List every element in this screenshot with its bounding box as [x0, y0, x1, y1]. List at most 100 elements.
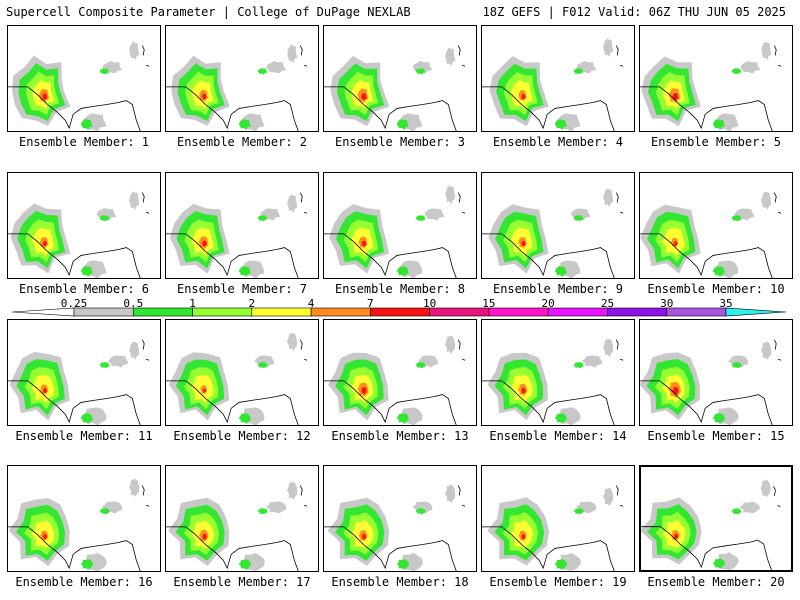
- contour-fill: [520, 387, 526, 394]
- coastline: [324, 380, 457, 425]
- contour-blob: [257, 68, 268, 75]
- contour-fill: [673, 533, 679, 540]
- ensemble-map-panel[interactable]: [165, 172, 319, 279]
- scp-map: [324, 335, 466, 425]
- ensemble-map-panel[interactable]: [323, 25, 477, 132]
- legend-swatch: [547, 307, 608, 317]
- coastline: [640, 233, 773, 278]
- contour-blob: [257, 508, 268, 515]
- contour-blob: [712, 119, 725, 130]
- ensemble-map-panel[interactable]: [7, 465, 161, 572]
- contour-blob: [573, 215, 584, 222]
- ensemble-member-caption: Ensemble Member: 1: [18, 135, 150, 149]
- ensemble-member-caption: Ensemble Member: 18: [331, 575, 469, 589]
- coastline: [640, 86, 773, 131]
- ensemble-map-panel[interactable]: [639, 465, 793, 572]
- contour-blob: [731, 215, 742, 222]
- coastline: [324, 86, 457, 131]
- ensemble-map-panel[interactable]: [7, 172, 161, 279]
- scp-map: [166, 192, 308, 278]
- great-lakes-outline: [299, 45, 308, 67]
- scp-map: [8, 478, 150, 571]
- ensemble-member-caption: Ensemble Member: 3: [334, 135, 466, 149]
- ensemble-member-caption: Ensemble Member: 4: [492, 135, 624, 149]
- ensemble-member-caption: Ensemble Member: 19: [489, 575, 627, 589]
- legend-tick-label: 30: [660, 297, 674, 310]
- contour-fill: [42, 388, 47, 394]
- ensemble-member-caption: Ensemble Member: 5: [650, 135, 782, 149]
- ensemble-map-panel[interactable]: [481, 172, 635, 279]
- contour-blob: [80, 119, 93, 130]
- contour-fill: [361, 533, 367, 540]
- valid-time-label: 18Z GEFS | F012 Valid: 06Z THU JUN 05 20…: [482, 5, 786, 19]
- chart-title: Supercell Composite Parameter | College …: [6, 5, 411, 19]
- contour-fill: [673, 241, 678, 247]
- coastline: [482, 526, 615, 571]
- ensemble-map-panel[interactable]: [639, 319, 793, 426]
- contour-blob: [554, 559, 568, 570]
- contour-blob: [712, 266, 725, 277]
- coastline: [8, 233, 141, 278]
- contour-blob: [554, 266, 567, 277]
- legend-swatch: [192, 307, 253, 317]
- contour-blob: [740, 61, 761, 74]
- great-lakes-outline: [615, 45, 624, 67]
- coastline: [166, 526, 299, 571]
- ensemble-map-panel[interactable]: [323, 172, 477, 279]
- ensemble-member-caption: Ensemble Member: 12: [173, 429, 311, 443]
- contour-blob: [99, 362, 110, 369]
- scp-map: [166, 44, 308, 131]
- scp-map: [324, 484, 466, 571]
- contour-fill: [42, 240, 47, 247]
- great-lakes-outline: [457, 339, 466, 361]
- contour-blob: [731, 68, 742, 75]
- ensemble-map-panel[interactable]: [7, 25, 161, 132]
- ensemble-member-caption: Ensemble Member: 6: [18, 282, 150, 296]
- scp-map: [324, 45, 466, 131]
- ensemble-map-panel[interactable]: [323, 319, 477, 426]
- ensemble-map-panel[interactable]: [481, 319, 635, 426]
- contour-blob: [602, 487, 614, 506]
- ensemble-member-caption: Ensemble Member: 14: [489, 429, 627, 443]
- scp-map: [482, 188, 624, 278]
- contour-blob: [396, 559, 410, 570]
- contour-blob: [128, 478, 140, 497]
- legend-tick-label: 25: [600, 297, 615, 310]
- coastline: [324, 233, 457, 278]
- scp-map: [166, 333, 308, 425]
- contour-blob: [445, 185, 456, 205]
- ensemble-map-panel[interactable]: [165, 25, 319, 132]
- ensemble-map-panel[interactable]: [165, 465, 319, 572]
- contour-blob: [99, 508, 110, 515]
- contour-blob: [602, 338, 614, 357]
- contour-blob: [760, 341, 772, 360]
- ensemble-member-caption: Ensemble Member: 7: [176, 282, 308, 296]
- coastline: [166, 380, 299, 425]
- contour-fill: [42, 534, 47, 540]
- contour-blob: [129, 341, 140, 360]
- contour-blob: [287, 333, 298, 352]
- contour-blob: [287, 44, 298, 63]
- ensemble-map-panel[interactable]: [323, 465, 477, 572]
- ensemble-map-panel[interactable]: [639, 25, 793, 132]
- ensemble-map-panel[interactable]: [639, 172, 793, 279]
- ensemble-member-caption: Ensemble Member: 8: [334, 282, 466, 296]
- ensemble-map-panel[interactable]: [481, 25, 635, 132]
- legend-tick-label: 20: [541, 297, 555, 310]
- great-lakes-outline: [457, 45, 466, 67]
- contour-blob: [257, 362, 268, 369]
- coastline: [324, 526, 457, 571]
- ensemble-map-panel[interactable]: [7, 319, 161, 426]
- ensemble-map-panel[interactable]: [165, 319, 319, 426]
- contour-fill: [202, 93, 207, 100]
- contour-fill: [521, 93, 526, 100]
- scp-map: [8, 191, 150, 278]
- contour-blob: [129, 191, 140, 210]
- scp-map: [8, 41, 150, 131]
- contour-fill: [202, 533, 207, 540]
- contour-fill: [361, 240, 367, 247]
- coastline: [482, 380, 615, 425]
- legend-swatch: [488, 307, 549, 317]
- ensemble-map-panel[interactable]: [481, 465, 635, 572]
- great-lakes-outline: [773, 486, 781, 507]
